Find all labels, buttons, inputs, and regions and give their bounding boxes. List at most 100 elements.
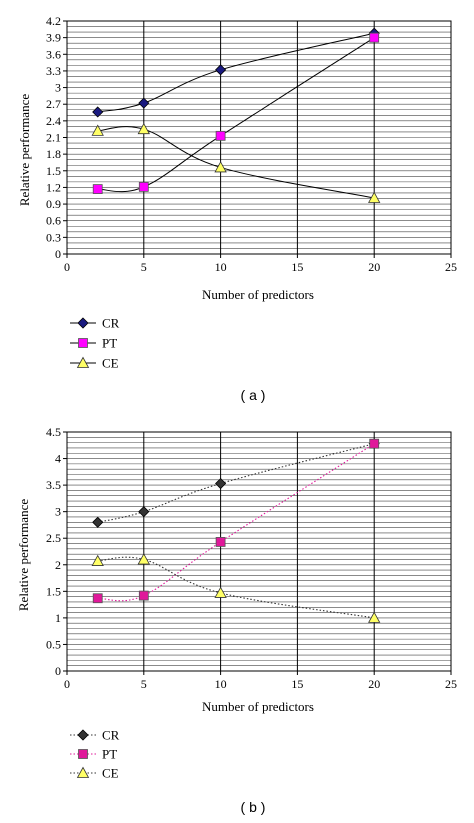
chart-b-x-axis-label: Number of predictors bbox=[202, 699, 314, 714]
series-line-ce bbox=[97, 556, 375, 619]
y-tick-label: 3.3 bbox=[46, 64, 61, 78]
chart-a-tick-labels: 0 0.3 0.6 0.9 1.2 1.5 1.8 2.1 2.4 2.7 3 3.3 3.6 3.9 4.… bbox=[46, 14, 457, 274]
x-tick-label: 25 bbox=[445, 260, 457, 274]
legend-marker bbox=[77, 729, 89, 741]
legend-item-ce: CE bbox=[70, 766, 119, 781]
data-point-ce bbox=[137, 553, 150, 565]
data-point-cr bbox=[138, 97, 150, 109]
y-tick-label: 4 bbox=[55, 452, 61, 466]
chart-b-series bbox=[91, 438, 381, 623]
chart-b-plot-frame bbox=[66, 431, 452, 672]
chart-a-grid bbox=[66, 20, 452, 255]
y-tick-label: 2.7 bbox=[46, 97, 61, 111]
y-tick-label: 3.5 bbox=[46, 478, 61, 492]
chart-a-x-axis-label: Number of predictors bbox=[202, 287, 314, 302]
y-tick-label: 1 bbox=[55, 611, 61, 625]
legend-marker bbox=[76, 356, 90, 368]
y-tick-label: 2.5 bbox=[46, 531, 61, 545]
y-tick-label: 4.5 bbox=[46, 425, 61, 439]
series-cr bbox=[92, 27, 380, 118]
series-line-ce bbox=[97, 126, 375, 199]
x-tick-label: 20 bbox=[368, 260, 380, 274]
series-line-cr bbox=[97, 32, 375, 113]
series-ce bbox=[91, 122, 381, 203]
data-point-ce bbox=[368, 191, 381, 203]
legend-label: PT bbox=[102, 747, 117, 762]
data-point-pt bbox=[92, 593, 103, 604]
legend-item-cr: CR bbox=[70, 728, 120, 743]
legend-label: CE bbox=[102, 356, 119, 371]
y-tick-label: 3 bbox=[55, 81, 61, 95]
y-tick-label: 3 bbox=[55, 505, 61, 519]
data-point-ce bbox=[368, 611, 381, 623]
series-pt bbox=[92, 32, 380, 194]
chart-b-grid bbox=[66, 431, 452, 672]
y-tick-label: 0.5 bbox=[46, 637, 61, 651]
series-line-cr bbox=[97, 443, 375, 523]
x-tick-label: 0 bbox=[64, 260, 70, 274]
legend-marker bbox=[76, 766, 90, 778]
y-tick-label: 1.5 bbox=[46, 584, 61, 598]
x-tick-label: 10 bbox=[215, 260, 227, 274]
chart-b-tick-labels: 0 0.5 1 1.5 2 2.5 3 3.5 4 4.5 0 5 10 15 20 25 bbox=[46, 425, 457, 691]
y-tick-label: 1.8 bbox=[46, 147, 61, 161]
x-tick-label: 25 bbox=[445, 677, 457, 691]
y-tick-label: 3.6 bbox=[46, 47, 61, 61]
y-tick-label: 3.9 bbox=[46, 31, 61, 45]
series-cr bbox=[92, 438, 380, 528]
data-point-pt bbox=[138, 181, 149, 192]
y-tick-label: 2 bbox=[55, 558, 61, 572]
legend-item-cr: CR bbox=[70, 316, 120, 331]
x-tick-label: 20 bbox=[368, 677, 380, 691]
chart-b-caption: ( b ) bbox=[241, 799, 266, 815]
y-tick-label: 0.9 bbox=[46, 197, 61, 211]
legend-item-ce: CE bbox=[70, 356, 119, 371]
chart-a-legend: CR PT CE bbox=[70, 316, 120, 371]
data-point-pt bbox=[215, 130, 226, 141]
chart-a-caption: ( a ) bbox=[241, 387, 266, 403]
series-pt bbox=[92, 438, 380, 604]
y-tick-label: 2.1 bbox=[46, 131, 61, 145]
data-point-ce bbox=[214, 161, 227, 173]
legend-label: CR bbox=[102, 316, 120, 331]
data-point-ce bbox=[91, 124, 104, 136]
legend-item-pt: PT bbox=[70, 747, 117, 762]
data-point-pt bbox=[92, 184, 103, 194]
data-point-pt bbox=[138, 590, 149, 601]
y-tick-label: 0 bbox=[55, 247, 61, 261]
chart-b-legend: CR PT CE bbox=[70, 728, 120, 781]
data-point-ce bbox=[137, 122, 150, 135]
chart-b-y-axis-label: Relative performance bbox=[16, 499, 31, 611]
legend-label: PT bbox=[102, 336, 117, 351]
x-tick-label: 5 bbox=[141, 677, 147, 691]
x-tick-label: 5 bbox=[141, 260, 147, 274]
y-tick-label: 2.4 bbox=[46, 114, 61, 128]
y-tick-label: 4.2 bbox=[46, 14, 61, 28]
chart-b: 0 0.5 1 1.5 2 2.5 3 3.5 4 4.5 0 5 10 15 20 25 Number of… bbox=[16, 425, 457, 815]
chart-a: 0 0.3 0.6 0.9 1.2 1.5 1.8 2.1 2.4 2.7 3 3.3 3.6 3.9 4.… bbox=[17, 14, 457, 403]
data-point-cr bbox=[92, 516, 104, 528]
chart-a-series bbox=[91, 27, 381, 203]
legend-marker bbox=[78, 338, 88, 348]
series-line-pt bbox=[97, 37, 375, 193]
y-tick-label: 1.2 bbox=[46, 180, 61, 194]
chart-a-y-axis-label: Relative performance bbox=[17, 94, 32, 206]
series-ce bbox=[91, 553, 381, 623]
data-point-cr bbox=[138, 506, 150, 518]
data-point-pt bbox=[369, 32, 380, 43]
data-point-pt bbox=[215, 537, 226, 547]
y-tick-label: 0.6 bbox=[46, 214, 61, 228]
x-tick-label: 0 bbox=[64, 677, 70, 691]
data-point-ce bbox=[91, 554, 104, 566]
data-point-cr bbox=[215, 477, 227, 490]
legend-label: CR bbox=[102, 728, 120, 743]
data-point-ce bbox=[214, 586, 227, 598]
legend-item-pt: PT bbox=[70, 336, 117, 351]
x-tick-label: 10 bbox=[215, 677, 227, 691]
data-point-cr bbox=[92, 106, 104, 118]
x-tick-label: 15 bbox=[291, 677, 303, 691]
series-line-pt bbox=[97, 443, 375, 602]
x-tick-label: 15 bbox=[291, 260, 303, 274]
legend-marker bbox=[78, 749, 88, 759]
